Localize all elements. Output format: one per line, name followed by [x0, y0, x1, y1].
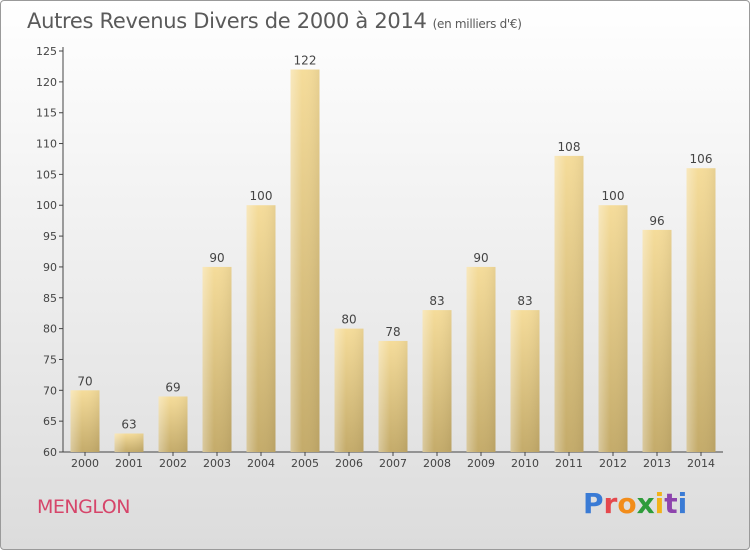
bar-value-label: 90 [473, 251, 488, 265]
bar-shade [598, 205, 628, 452]
x-tick-label: 2013 [643, 457, 671, 470]
bar-value-label: 100 [250, 189, 273, 203]
bar-value-label: 83 [429, 294, 444, 308]
x-tick-label: 2009 [467, 457, 495, 470]
chart-unit: (en milliers d'€) [432, 17, 522, 31]
y-tick-label: 110 [36, 138, 57, 151]
x-tick-label: 2008 [423, 457, 451, 470]
bar-shade [114, 433, 144, 452]
bar-shade [422, 310, 452, 452]
x-tick-label: 2005 [291, 457, 319, 470]
logo-letter: t [664, 487, 678, 520]
bar-value-label: 69 [165, 380, 180, 394]
bar-value-label: 70 [77, 374, 92, 388]
logo-letter: i [654, 487, 665, 520]
bar-value-label: 108 [558, 140, 581, 154]
x-tick-label: 2000 [71, 457, 99, 470]
y-tick-label: 65 [43, 415, 57, 428]
commune-name: MENGLON [37, 496, 130, 518]
y-tick-label: 115 [36, 107, 57, 120]
bar-value-label: 96 [649, 214, 664, 228]
x-tick-label: 2012 [599, 457, 627, 470]
logo-letter: P [583, 487, 604, 520]
x-tick-label: 2002 [159, 457, 187, 470]
chart-title: Autres Revenus Divers de 2000 à 2014 (en … [27, 9, 522, 33]
x-tick-label: 2007 [379, 457, 407, 470]
logo-letter: i [677, 487, 688, 520]
bar-shade [246, 205, 276, 452]
y-tick-label: 100 [36, 199, 57, 212]
bar-value-label: 122 [294, 54, 317, 68]
y-tick-label: 90 [43, 261, 57, 274]
x-tick-label: 2011 [555, 457, 583, 470]
logo-letter: o [617, 487, 637, 520]
bar-value-label: 78 [385, 325, 400, 339]
bar-shade [378, 340, 408, 452]
chart-title-text: Autres Revenus Divers de 2000 à 2014 [27, 9, 427, 33]
x-tick-label: 2001 [115, 457, 143, 470]
bar-shade [290, 69, 320, 452]
y-tick-label: 70 [43, 384, 57, 397]
x-tick-label: 2006 [335, 457, 363, 470]
y-tick-label: 120 [36, 76, 57, 89]
bar-shade [334, 328, 364, 452]
bar-shade [202, 266, 232, 452]
y-tick-label: 95 [43, 230, 57, 243]
bar-shade [642, 229, 672, 452]
bar-value-label: 106 [690, 152, 713, 166]
y-tick-label: 80 [43, 323, 57, 336]
bar-value-label: 100 [602, 189, 625, 203]
y-tick-label: 60 [43, 446, 57, 459]
bar-shade [510, 310, 540, 452]
y-tick-label: 75 [43, 353, 57, 366]
x-tick-label: 2003 [203, 457, 231, 470]
bar-shade [70, 390, 100, 452]
bar-value-label: 80 [341, 313, 356, 327]
x-tick-label: 2004 [247, 457, 275, 470]
x-tick-label: 2014 [687, 457, 715, 470]
logo-letter: r [603, 487, 618, 520]
bar-value-label: 83 [517, 294, 532, 308]
bar-value-label: 90 [209, 251, 224, 265]
x-tick-label: 2010 [511, 457, 539, 470]
bar-shade [554, 155, 584, 452]
bar-shade [686, 168, 716, 452]
y-tick-label: 105 [36, 168, 57, 181]
proxiti-logo: Proxiti [583, 487, 687, 520]
y-tick-label: 125 [36, 45, 57, 58]
bar-value-label: 63 [121, 417, 136, 431]
y-tick-label: 85 [43, 292, 57, 305]
bar-shade [466, 266, 496, 452]
logo-letter: x [636, 487, 655, 520]
bar-shade [158, 396, 188, 452]
